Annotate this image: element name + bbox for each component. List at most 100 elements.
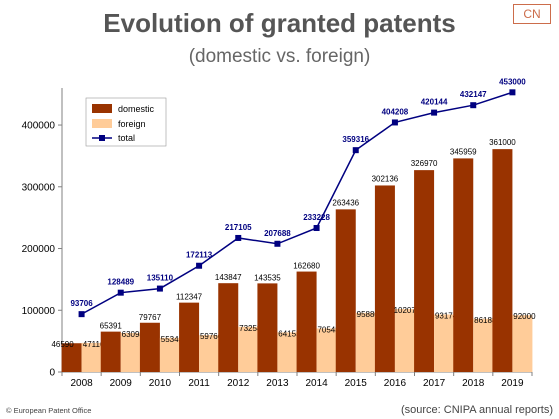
x-tick-label: 2016 [384, 378, 407, 389]
x-tick-label: 2014 [305, 378, 328, 389]
data-label-foreign: 64153 [278, 329, 301, 338]
bar-domestic [374, 185, 395, 372]
y-tick-label: 300000 [22, 182, 56, 193]
point-total [391, 119, 398, 126]
data-label-total: 432147 [460, 90, 487, 99]
legend-label-total: total [118, 133, 135, 143]
data-label-domestic: 326970 [411, 159, 438, 168]
data-label-total: 359316 [342, 135, 369, 144]
bar-domestic [218, 283, 239, 372]
data-label-foreign: 102072 [394, 306, 421, 315]
data-label-foreign: 86188 [474, 316, 497, 325]
data-label-foreign: 95880 [357, 310, 380, 319]
bar-domestic [61, 343, 82, 372]
bar-foreign [394, 308, 415, 372]
legend-swatch-domestic [92, 104, 112, 113]
x-tick-label: 2019 [501, 378, 524, 389]
bar-domestic [100, 331, 121, 372]
data-label-total: 135110 [147, 274, 174, 283]
data-label-domestic: 143535 [254, 273, 281, 282]
chart-subtitle: (domestic vs. foreign) [188, 46, 371, 67]
bar-domestic [139, 322, 160, 372]
x-tick-label: 2012 [227, 378, 250, 389]
data-label-foreign: 59766 [200, 332, 223, 341]
bar-domestic [414, 170, 435, 372]
data-label-total: 233228 [303, 213, 330, 222]
point-total [117, 289, 124, 296]
y-tick-label: 200000 [22, 244, 56, 255]
point-total [274, 240, 281, 247]
point-total [196, 262, 203, 269]
bar-domestic [492, 149, 513, 372]
x-tick-label: 2018 [462, 378, 485, 389]
data-label-domestic: 46590 [51, 340, 74, 349]
bar-foreign [473, 318, 494, 372]
bar-foreign [512, 315, 533, 372]
bar-foreign [120, 333, 141, 372]
data-label-foreign: 73258 [239, 324, 262, 333]
data-label-foreign: 70548 [317, 325, 340, 334]
point-total [431, 109, 438, 116]
bar-domestic [257, 283, 278, 372]
point-total [509, 89, 516, 96]
legend-label-domestic: domestic [118, 104, 155, 114]
bar-foreign [81, 342, 102, 372]
data-label-total: 453000 [499, 77, 526, 86]
bar-domestic [335, 209, 356, 372]
data-label-total: 93706 [70, 299, 93, 308]
data-label-foreign: 92000 [513, 312, 536, 321]
point-total [78, 311, 85, 318]
data-label-domestic: 345959 [450, 147, 477, 156]
bar-domestic [453, 158, 474, 372]
data-label-total: 172113 [186, 251, 213, 260]
data-label-foreign: 63098 [122, 330, 145, 339]
data-label-foreign: 55343 [161, 335, 184, 344]
point-total [235, 234, 242, 241]
copyright-note: © European Patent Office [6, 406, 92, 415]
x-tick-label: 2013 [266, 378, 289, 389]
legend-swatch-foreign [92, 119, 112, 128]
legend-marker-total [99, 135, 105, 141]
bar-domestic [179, 302, 200, 372]
data-label-domestic: 162680 [293, 262, 320, 271]
data-label-total: 404208 [382, 107, 409, 116]
chart-title: Evolution of granted patents [103, 8, 456, 38]
bar-foreign [159, 337, 180, 372]
data-label-domestic: 65391 [100, 322, 123, 331]
y-tick-label: 400000 [22, 121, 56, 132]
data-label-domestic: 112347 [176, 293, 203, 302]
y-tick-label: 100000 [22, 306, 56, 317]
point-total [352, 147, 359, 154]
x-tick-label: 2009 [110, 378, 133, 389]
bar-foreign [238, 326, 259, 372]
data-label-domestic: 263436 [332, 198, 359, 207]
x-tick-label: 2008 [70, 378, 93, 389]
country-badge: CN [513, 4, 551, 24]
x-tick-label: 2010 [149, 378, 172, 389]
data-label-foreign: 93174 [435, 311, 458, 320]
x-tick-label: 2015 [345, 378, 368, 389]
point-total [156, 285, 163, 292]
data-label-domestic: 302136 [372, 174, 399, 183]
data-label-total: 420144 [421, 98, 448, 107]
x-tick-label: 2017 [423, 378, 446, 389]
legend-label-foreign: foreign [118, 119, 146, 129]
bar-foreign [277, 332, 298, 372]
line-total [81, 91, 513, 315]
bar-domestic [296, 271, 317, 372]
data-label-foreign: 47116 [83, 340, 105, 349]
data-label-domestic: 361000 [489, 138, 516, 147]
x-tick-label: 2011 [188, 378, 210, 389]
bar-foreign [199, 335, 220, 372]
bar-foreign [355, 312, 376, 372]
point-total [313, 225, 320, 232]
data-label-total: 128489 [107, 278, 134, 287]
point-total [470, 102, 477, 109]
y-tick-label: 0 [49, 368, 55, 379]
data-label-domestic: 79767 [139, 313, 162, 322]
data-label-total: 217105 [225, 223, 252, 232]
bar-foreign [316, 328, 337, 372]
source-note: (source: CNIPA annual reports) [400, 404, 553, 416]
bar-foreign [434, 314, 455, 372]
